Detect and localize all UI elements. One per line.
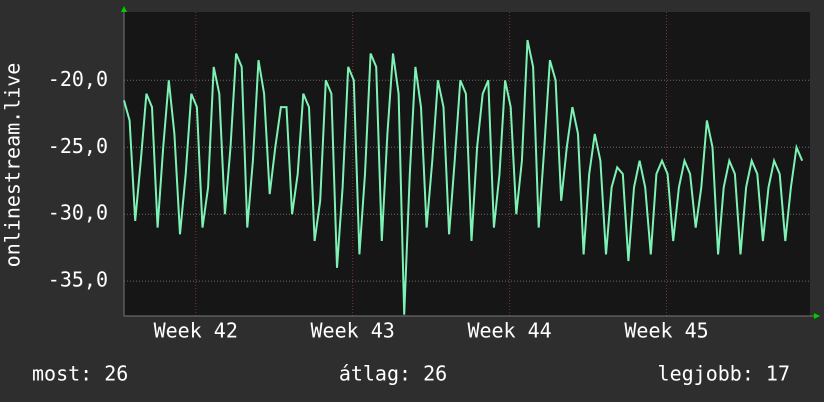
y-axis-arrow — [121, 6, 127, 12]
x-tick-label: Week 44 — [467, 319, 551, 343]
footer-avg: átlag: 26 — [339, 362, 447, 386]
y-tick-label: -30,0 — [48, 201, 108, 225]
y-tick-label: -20,0 — [48, 67, 108, 91]
y-axis-label: onlinestream.live — [1, 63, 25, 268]
y-tick-label: -35,0 — [48, 268, 108, 292]
x-axis-arrow — [814, 313, 820, 319]
x-tick-label: Week 43 — [311, 319, 395, 343]
x-tick-label: Week 42 — [154, 319, 238, 343]
plot-area — [124, 12, 810, 316]
y-tick-label: -25,0 — [48, 134, 108, 158]
x-tick-label: Week 45 — [624, 319, 708, 343]
footer-now: most: 26 — [32, 362, 128, 386]
data-line — [123, 39, 804, 315]
footer-best: legjobb: 17 — [658, 362, 790, 386]
